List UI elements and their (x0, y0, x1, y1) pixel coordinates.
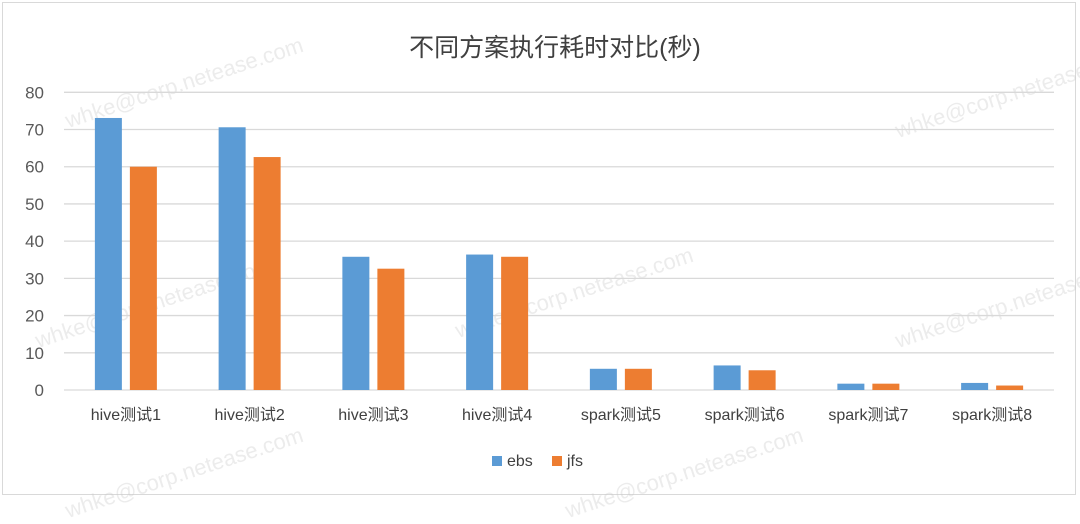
legend-label-ebs: ebs (507, 453, 533, 470)
bar-jfs-1 (129, 166, 157, 390)
x-tick-label: hive测试3 (338, 406, 408, 424)
x-tick-label: spark测试5 (581, 406, 661, 424)
bar-jfs-2 (253, 157, 281, 390)
bar-ebs-6 (713, 365, 741, 390)
y-tick-label: 40 (25, 232, 44, 251)
bar-ebs-3 (342, 256, 370, 390)
bar-ebs-5 (589, 368, 617, 390)
bar-jfs-7 (872, 383, 900, 390)
y-tick-label: 30 (25, 269, 44, 288)
y-tick-label: 50 (25, 195, 44, 214)
y-tick-label: 60 (25, 158, 44, 177)
bar-jfs-4 (501, 256, 529, 390)
y-tick-label: 0 (35, 381, 44, 400)
bar-jfs-3 (377, 268, 405, 390)
y-tick-label: 80 (25, 83, 44, 102)
x-tick-label: hive测试4 (462, 406, 532, 424)
y-tick-label: 70 (25, 121, 44, 140)
bar-ebs-4 (466, 254, 494, 390)
legend-swatch-ebs (492, 456, 502, 466)
x-tick-label: spark测试7 (828, 406, 908, 424)
legend-swatch-jfs (552, 456, 562, 466)
x-tick-label: spark测试6 (705, 406, 785, 424)
bar-ebs-1 (94, 117, 122, 390)
legend-label-jfs: jfs (566, 453, 583, 470)
chart-frame (2, 2, 1076, 495)
x-tick-label: hive测试1 (91, 406, 161, 424)
bar-ebs-8 (961, 382, 989, 390)
y-tick-label: 20 (25, 307, 44, 326)
bar-ebs-7 (837, 383, 865, 390)
bar-jfs-5 (624, 368, 652, 390)
bar-ebs-2 (218, 127, 246, 390)
chart-title: 不同方案执行耗时对比(秒) (409, 34, 701, 62)
bar-chart: 不同方案执行耗时对比(秒) 0 10 20 30 40 50 60 70 80 hive测试1 h… (25, 34, 1054, 470)
x-tick-label: spark测试8 (952, 406, 1032, 424)
y-tick-label: 10 (25, 344, 44, 363)
bar-jfs-6 (748, 370, 776, 390)
bar-jfs-8 (996, 385, 1024, 390)
x-tick-label: hive测试2 (214, 406, 284, 424)
